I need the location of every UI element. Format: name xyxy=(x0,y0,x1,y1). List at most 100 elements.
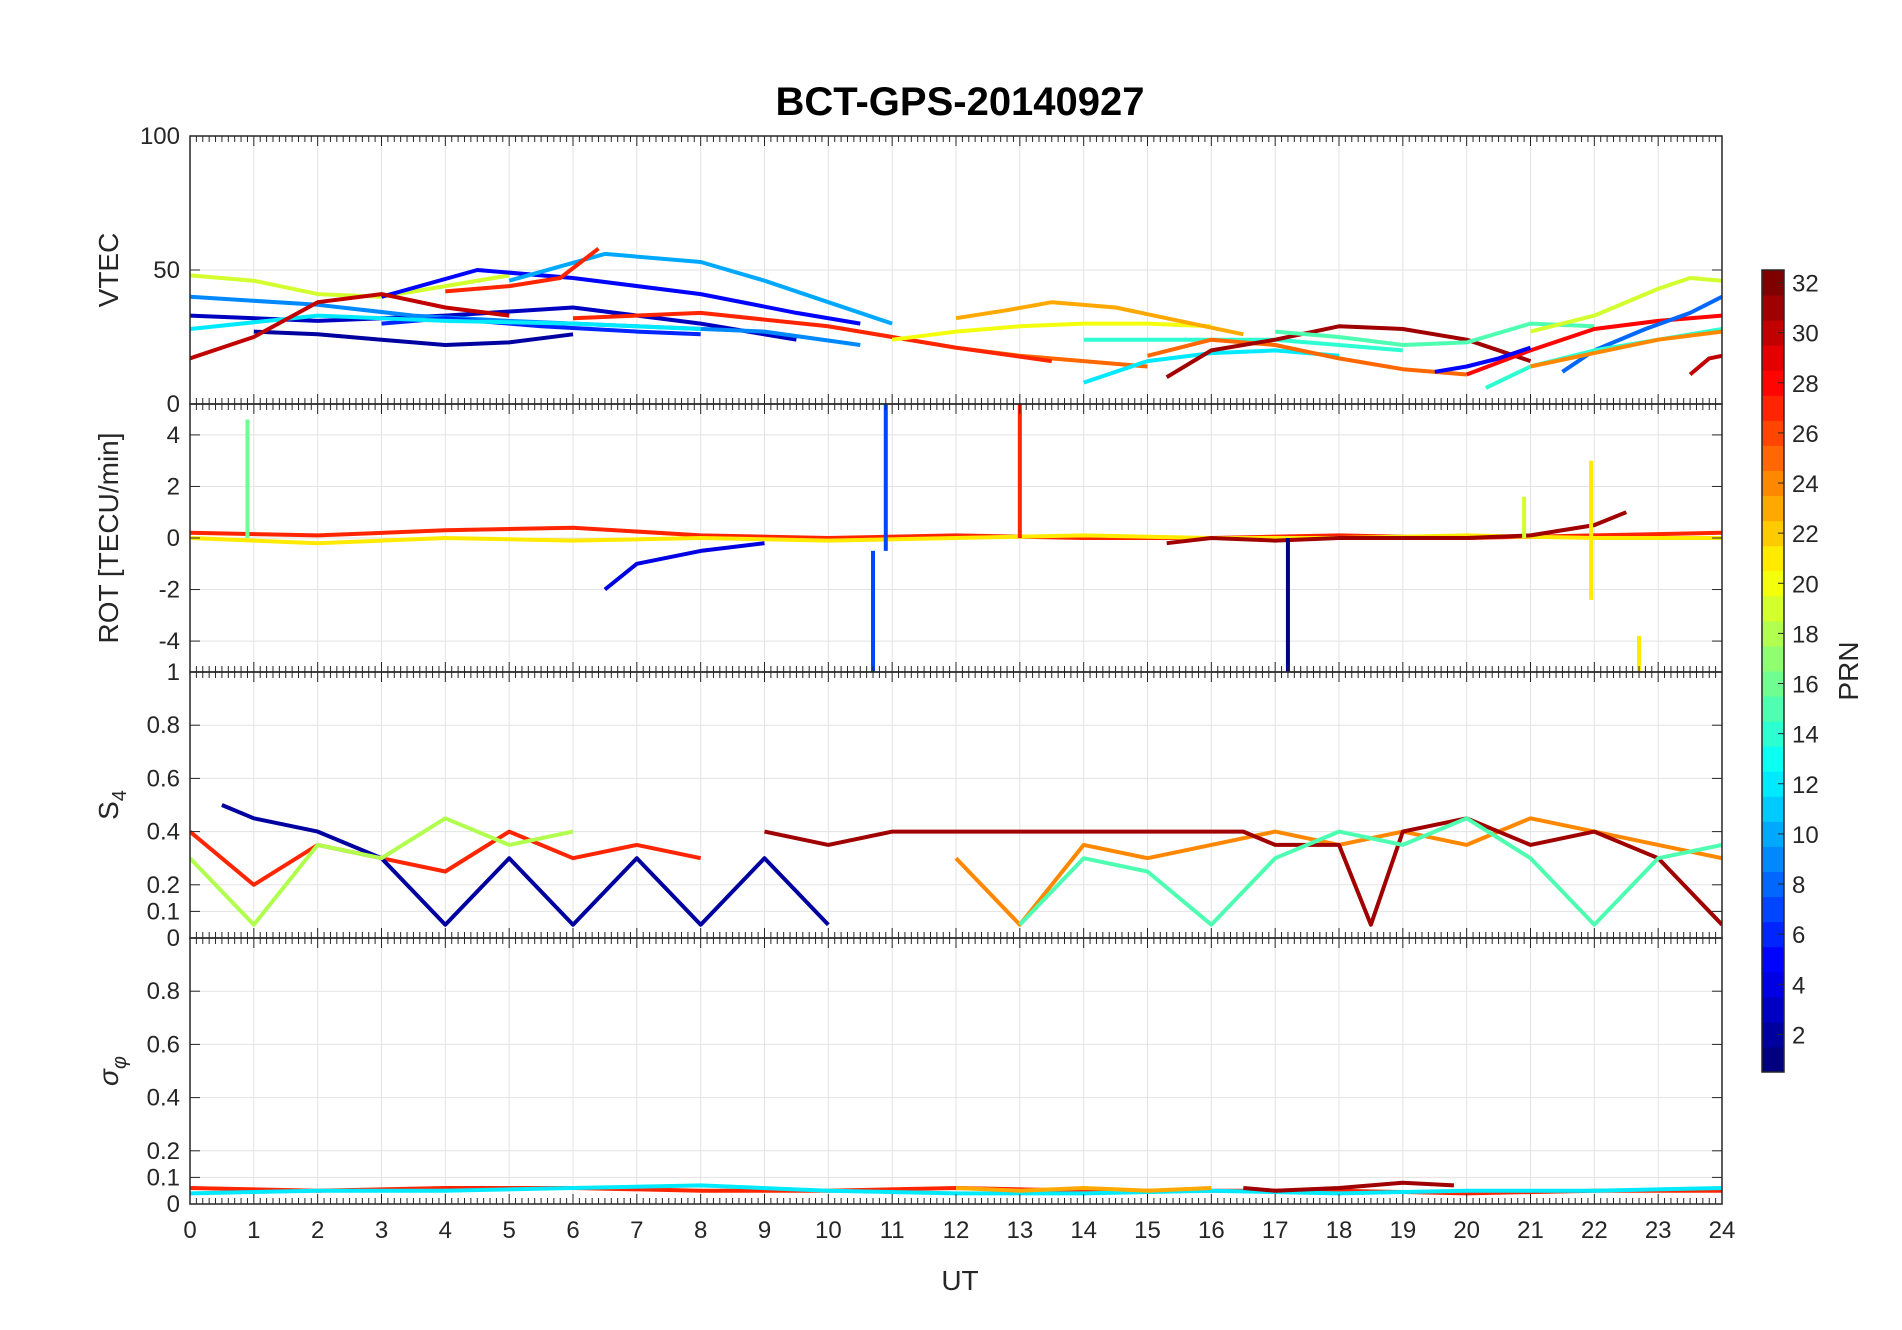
colorbar-label: PRN xyxy=(1833,641,1864,700)
x-tick-label: 23 xyxy=(1645,1217,1672,1244)
colorbar-tick-label: 16 xyxy=(1792,672,1819,699)
x-tick-labels: 0 1 2 3 4 5 6 7 8 9 10 11 12 13 14 15 16 17 18 19 20 21 22 23 24 xyxy=(183,1217,1735,1244)
series-line-prn-19 xyxy=(190,273,510,299)
series-line-prn-23 xyxy=(955,1186,1212,1193)
y-tick-label: 0.4 xyxy=(147,1085,180,1112)
colorbar-segment xyxy=(1762,620,1784,647)
series-line-prn-5 xyxy=(1434,345,1532,374)
colorbar-tick-label: 28 xyxy=(1792,371,1819,398)
colorbar-tick-label: 12 xyxy=(1792,772,1819,799)
colorbar-tick-label: 22 xyxy=(1792,521,1819,548)
series-line-prn-27 xyxy=(190,829,702,887)
colorbar-segment xyxy=(1762,495,1784,522)
colorbar-tick-label: 4 xyxy=(1792,972,1805,999)
colorbar-tick-label: 8 xyxy=(1792,872,1805,899)
colorbar-segment xyxy=(1762,520,1784,547)
y-tick-label: 0.8 xyxy=(147,978,180,1005)
colorbar-segment xyxy=(1762,395,1784,421)
y-tick-label: -4 xyxy=(159,628,180,655)
grid-lines xyxy=(189,938,1723,1205)
colorbar-segment xyxy=(1762,420,1784,446)
colorbar-segment xyxy=(1762,545,1784,572)
y-tick-label: 0.6 xyxy=(147,765,180,792)
x-tick-label: 20 xyxy=(1453,1217,1480,1244)
colorbar-segment xyxy=(1762,1021,1784,1048)
panel-0: 0 50 100 VTEC xyxy=(93,123,1723,418)
y-tick-label: 0.2 xyxy=(147,1138,180,1165)
series-group xyxy=(190,803,1722,927)
x-tick-label: 10 xyxy=(815,1217,842,1244)
x-tick-label: 24 xyxy=(1709,1217,1736,1244)
series-line-prn-31 xyxy=(764,816,1722,927)
x-tick-label: 9 xyxy=(758,1217,771,1244)
series-line-prn-18 xyxy=(190,816,574,927)
series-line-prn-25 xyxy=(1147,337,1467,377)
colorbar-segment xyxy=(1762,896,1784,923)
x-tick-label: 3 xyxy=(375,1217,388,1244)
colorbar-segment xyxy=(1762,470,1784,497)
series-line-prn-23 xyxy=(955,300,1244,337)
x-tick-label: 17 xyxy=(1262,1217,1289,1244)
series-group xyxy=(190,404,1722,672)
colorbar-tick-label: 32 xyxy=(1792,271,1819,298)
series-line-prn-12 xyxy=(1083,348,1340,385)
y-axis-label: VTEC xyxy=(93,233,124,308)
colorbar-frame xyxy=(1761,269,1785,1073)
y-tick-label: 0.1 xyxy=(147,898,180,925)
series-line-prn-5 xyxy=(380,268,861,326)
colorbar-segment xyxy=(1762,671,1784,697)
series-line-prn-3 xyxy=(190,305,797,342)
x-tick-label: 22 xyxy=(1581,1217,1608,1244)
colorbar-tick-label: 10 xyxy=(1792,822,1819,849)
panel-3: 00.10.20.40.60.8σφ xyxy=(93,937,1723,1218)
y-tick-label: 0 xyxy=(167,925,180,952)
panel-1: -4 -2 0 2 4 ROT [TECU/min] xyxy=(93,403,1723,673)
colorbar-segment xyxy=(1762,445,1784,471)
series-line-prn-4 xyxy=(603,541,765,592)
series-line-prn-15 xyxy=(1275,321,1595,347)
series-line-prn-31 xyxy=(1166,510,1628,546)
colorbar-segment xyxy=(1762,796,1784,822)
y-tick-label: 100 xyxy=(140,123,180,150)
colorbar-tick-label: 14 xyxy=(1792,722,1819,749)
y-tick-label: 0.6 xyxy=(147,1031,180,1058)
series-line-prn-19 xyxy=(1530,276,1722,334)
y-tick-label: 1 xyxy=(167,659,180,686)
colorbar-segment xyxy=(1762,771,1784,797)
series-line-prn-31 xyxy=(1165,324,1532,379)
colorbar-segment xyxy=(1762,370,1784,396)
y-tick-label: 0 xyxy=(167,525,180,552)
series-line-prn-28 xyxy=(1465,313,1722,377)
y-tick-label: 0.4 xyxy=(147,819,180,846)
y-tick-label: 0.2 xyxy=(147,872,180,899)
series-line-prn-14 xyxy=(1083,337,1403,353)
series-line-prn-12 xyxy=(190,313,701,331)
x-tick-label: 12 xyxy=(943,1217,970,1244)
x-tick-label: 15 xyxy=(1134,1217,1161,1244)
y-tick-label: 0 xyxy=(167,391,180,418)
y-tick-label: 50 xyxy=(153,257,180,284)
colorbar-tick-label: 20 xyxy=(1792,571,1819,598)
series-group xyxy=(190,1180,1722,1196)
x-tick-label: 4 xyxy=(439,1217,452,1244)
series-line-prn-21 xyxy=(190,533,1722,546)
x-tick-label: 8 xyxy=(694,1217,707,1244)
series-line-prn-30 xyxy=(190,292,510,361)
colorbar-segment xyxy=(1762,821,1784,847)
x-tick-label: 18 xyxy=(1326,1217,1353,1244)
series-line-prn-8 xyxy=(1561,295,1722,374)
x-tick-label: 13 xyxy=(1006,1217,1033,1244)
colorbar-segment xyxy=(1762,946,1784,973)
series-line-prn-2 xyxy=(221,803,830,927)
x-tick-label: 11 xyxy=(880,1217,905,1244)
y-axis-label: ROT [TECU/min] xyxy=(93,432,124,643)
series-line-prn-27 xyxy=(445,247,600,294)
series-line-prn-27 xyxy=(572,310,1053,364)
series-line-prn-15 xyxy=(1018,816,1722,927)
colorbar-segment xyxy=(1762,345,1784,371)
x-tick-label: 1 xyxy=(247,1217,260,1244)
colorbar-segment xyxy=(1762,971,1784,998)
